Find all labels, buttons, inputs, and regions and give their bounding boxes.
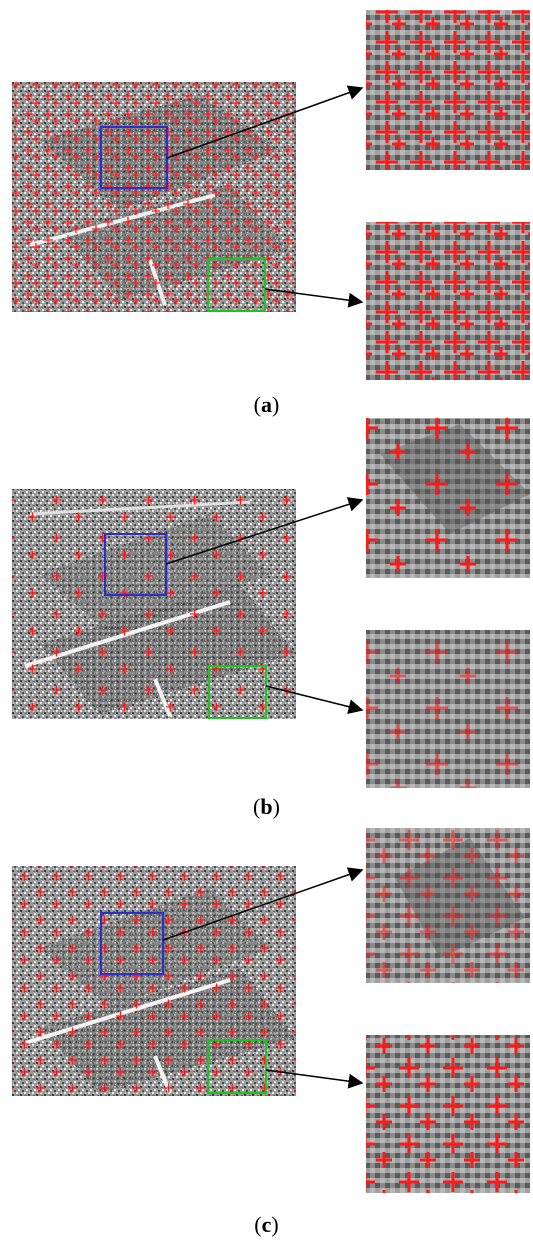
caption-b: (b) [0, 794, 533, 820]
keypoint-overlay [12, 489, 296, 719]
keypoint-overlay [12, 82, 296, 312]
caption-c: (c) [0, 1212, 533, 1238]
panel-c: (c) [0, 828, 533, 1242]
panel-a: (a) [0, 0, 533, 414]
panel-b-graphics [0, 414, 533, 828]
panel-a-graphics [0, 0, 533, 414]
panel-c-graphics [0, 828, 533, 1242]
panel-b: (b) [0, 414, 533, 828]
keypoint-overlay [12, 866, 296, 1096]
